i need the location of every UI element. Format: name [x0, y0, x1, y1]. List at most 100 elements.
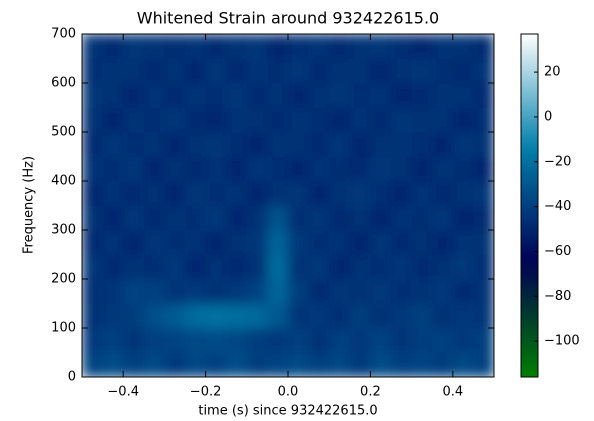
cell	[452, 58, 474, 84]
cell	[143, 156, 165, 182]
cell	[205, 279, 227, 304]
cell	[411, 279, 433, 304]
cell	[288, 181, 310, 206]
cell	[370, 230, 392, 255]
cell	[349, 107, 371, 133]
cell	[391, 107, 413, 133]
cell	[164, 352, 186, 377]
cell	[123, 279, 145, 304]
cell	[123, 156, 145, 182]
cell	[452, 254, 474, 280]
cell	[246, 34, 268, 59]
cell	[246, 254, 268, 280]
cell	[143, 279, 165, 304]
cell	[82, 328, 104, 353]
cell	[164, 34, 186, 59]
cell	[267, 58, 289, 84]
colorbar-tick-label: −60	[544, 244, 571, 259]
cell	[246, 303, 268, 329]
cell	[185, 107, 207, 133]
cell	[473, 303, 494, 329]
cell	[432, 83, 454, 108]
cell	[288, 83, 310, 108]
cell	[164, 303, 186, 329]
cell	[205, 156, 227, 182]
cell	[246, 156, 268, 182]
cell	[143, 132, 165, 157]
cell	[452, 205, 474, 231]
cell	[473, 230, 494, 255]
cell	[349, 156, 371, 182]
cell	[391, 303, 413, 329]
cell	[82, 34, 104, 59]
cell	[329, 156, 351, 182]
cell	[267, 107, 289, 133]
cell	[205, 205, 227, 231]
cell	[185, 205, 207, 231]
cell	[349, 279, 371, 304]
cell	[370, 328, 392, 353]
cell	[473, 205, 494, 231]
cell	[82, 279, 104, 304]
cell	[226, 181, 248, 206]
cell	[267, 205, 289, 231]
cell	[288, 107, 310, 133]
cell	[288, 328, 310, 353]
cell	[205, 132, 227, 157]
cell	[102, 279, 124, 304]
cell	[123, 303, 145, 329]
cell	[329, 58, 351, 84]
cell	[370, 107, 392, 133]
cell	[123, 205, 145, 231]
x-tick-label: 0.4	[442, 385, 463, 400]
y-tick-label: 300	[51, 223, 76, 238]
cell	[308, 352, 330, 377]
cell	[329, 303, 351, 329]
cell	[288, 230, 310, 255]
cell	[205, 107, 227, 133]
cell	[308, 58, 330, 84]
cell	[185, 254, 207, 280]
cell	[185, 132, 207, 157]
cell	[185, 328, 207, 353]
cell	[432, 254, 454, 280]
cell	[226, 34, 248, 59]
cell	[349, 230, 371, 255]
cell	[226, 132, 248, 157]
cell	[123, 352, 145, 377]
cell	[246, 181, 268, 206]
cell	[370, 181, 392, 206]
cell	[288, 205, 310, 231]
cell	[205, 254, 227, 280]
cell	[473, 83, 494, 108]
cell	[267, 352, 289, 377]
cell	[473, 132, 494, 157]
cell	[473, 58, 494, 84]
cell	[185, 303, 207, 329]
cell	[329, 181, 351, 206]
colorbar-tick-label: −80	[544, 289, 571, 304]
cell	[329, 205, 351, 231]
cell	[226, 328, 248, 353]
cell	[82, 352, 104, 377]
cell	[226, 83, 248, 108]
cell	[164, 58, 186, 84]
cell	[288, 58, 310, 84]
cell	[349, 132, 371, 157]
cell	[267, 156, 289, 182]
cell	[432, 230, 454, 255]
cell	[308, 83, 330, 108]
cell	[411, 132, 433, 157]
cell	[349, 34, 371, 59]
cell	[349, 328, 371, 353]
cell	[370, 132, 392, 157]
cell	[349, 352, 371, 377]
cell	[267, 132, 289, 157]
cell	[288, 34, 310, 59]
colorbar-tick-label: −100	[544, 334, 580, 349]
cell	[452, 181, 474, 206]
cell	[391, 83, 413, 108]
cell	[391, 34, 413, 59]
cell	[123, 181, 145, 206]
